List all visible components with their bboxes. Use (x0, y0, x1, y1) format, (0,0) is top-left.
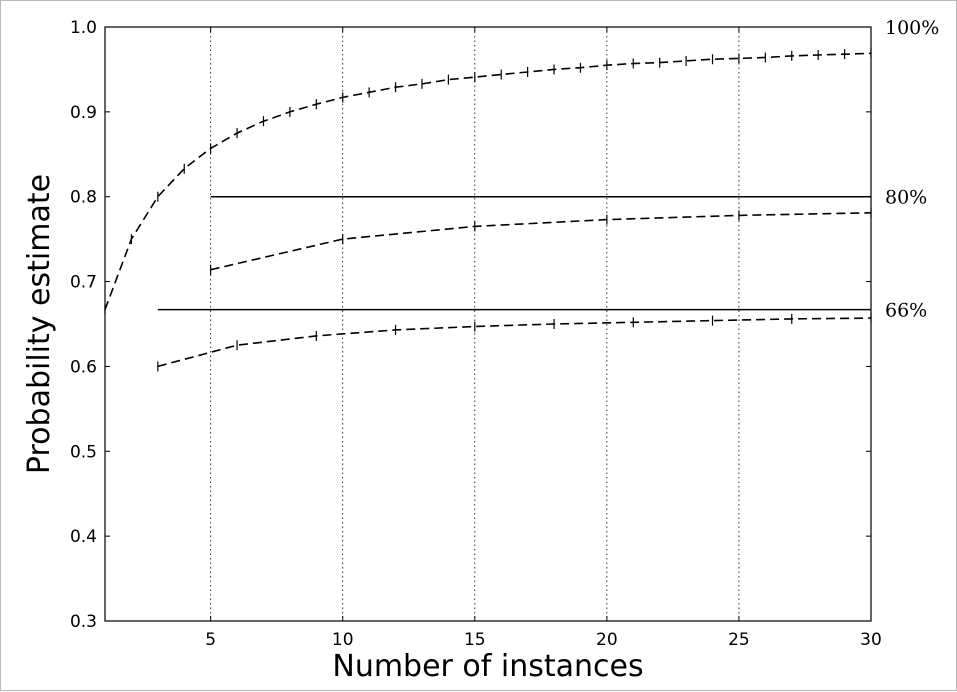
y-axis-title: Probability estimate (22, 174, 57, 474)
y-tick-label: 0.9 (70, 103, 97, 123)
x-tick-label: 10 (332, 630, 354, 650)
series-line (157, 317, 872, 368)
x-tick-label: 5 (205, 630, 216, 650)
reference-label: 80% (885, 187, 927, 209)
x-tick-label: 25 (728, 630, 750, 650)
y-tick-label: 1.0 (70, 18, 97, 38)
dashed-series (210, 207, 872, 275)
reference-label: 66% (885, 300, 927, 322)
x-axis-title: Number of instances (332, 649, 643, 684)
x-tick-label: 20 (596, 630, 618, 650)
y-tick-label: 0.4 (70, 527, 97, 547)
reference-label: 100% (885, 17, 939, 39)
x-tick-label: 30 (860, 630, 882, 650)
dashed-series (104, 48, 872, 315)
data-series (104, 48, 872, 372)
dashed-series (157, 313, 872, 372)
plot-area-border (104, 26, 872, 622)
series-line (210, 212, 872, 271)
x-tick-label: 15 (464, 630, 486, 650)
y-tick-label: 0.8 (70, 188, 97, 208)
reference-lines: 100% 80% 66% (157, 17, 939, 322)
y-tick-label: 0.5 (70, 442, 97, 462)
y-tick-label: 0.7 (70, 273, 97, 293)
y-tick-label: 0.6 (70, 357, 97, 377)
series-line (104, 52, 872, 310)
y-tick-label: 0.3 (70, 612, 97, 632)
axis-ticks: 5 10 15 20 25 30 0.3 0.4 0.5 0.6 0.7 0.8 0.9 1.0 (70, 18, 882, 650)
